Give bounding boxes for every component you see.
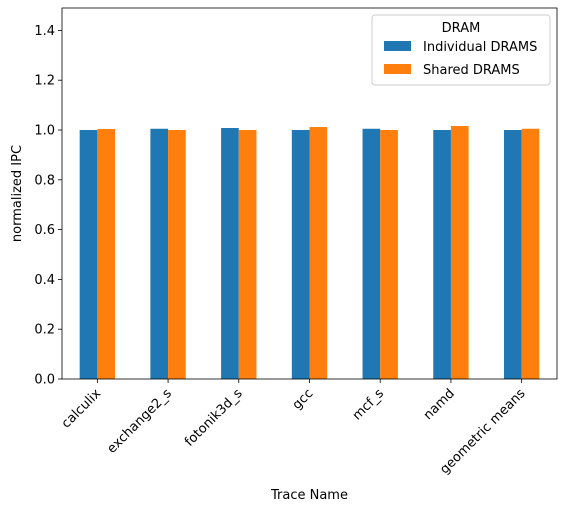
y-tick-label: 1.2 (34, 74, 55, 89)
bar-individual-3 (292, 130, 310, 379)
y-tick-label: 0.8 (34, 173, 55, 188)
x-tick-label: calculix (59, 386, 104, 431)
y-tick-label: 0.4 (34, 273, 55, 288)
x-tick-label: namd (421, 386, 458, 423)
bar-shared-6 (522, 129, 540, 379)
legend-label-0: Individual DRAMS (423, 40, 537, 55)
legend-swatch-1 (384, 64, 411, 74)
bar-shared-2 (239, 130, 257, 379)
bar-individual-6 (504, 130, 522, 379)
y-axis-label: normalized IPC (10, 145, 25, 242)
bars-group (80, 126, 540, 379)
bar-individual-4 (363, 129, 381, 379)
bar-individual-0 (80, 130, 98, 379)
bar-shared-4 (380, 130, 398, 379)
legend-title: DRAM (442, 21, 481, 36)
bar-individual-1 (150, 129, 168, 379)
x-tick-label: fotonik3d_s (182, 386, 246, 450)
x-tick-label: gcc (290, 386, 317, 413)
bar-shared-0 (97, 129, 115, 379)
bar-shared-3 (310, 127, 328, 379)
x-tick-label: exchange2_s (104, 386, 175, 457)
bar-shared-5 (451, 126, 469, 379)
bar-individual-5 (433, 130, 451, 379)
y-tick-label: 0.2 (34, 323, 55, 338)
x-axis-label: Trace Name (270, 488, 348, 503)
y-tick-label: 1.0 (34, 124, 55, 139)
legend-label-1: Shared DRAMS (423, 63, 520, 78)
y-tick-label: 0.0 (34, 373, 55, 388)
y-tick-label: 1.4 (34, 24, 55, 39)
x-tick-label: mcf_s (350, 386, 387, 423)
bar-individual-2 (221, 128, 239, 379)
y-tick-label: 0.6 (34, 223, 55, 238)
legend: DRAM Individual DRAMS Shared DRAMS (372, 15, 550, 85)
legend-swatch-0 (384, 41, 411, 51)
bar-shared-1 (168, 130, 186, 379)
